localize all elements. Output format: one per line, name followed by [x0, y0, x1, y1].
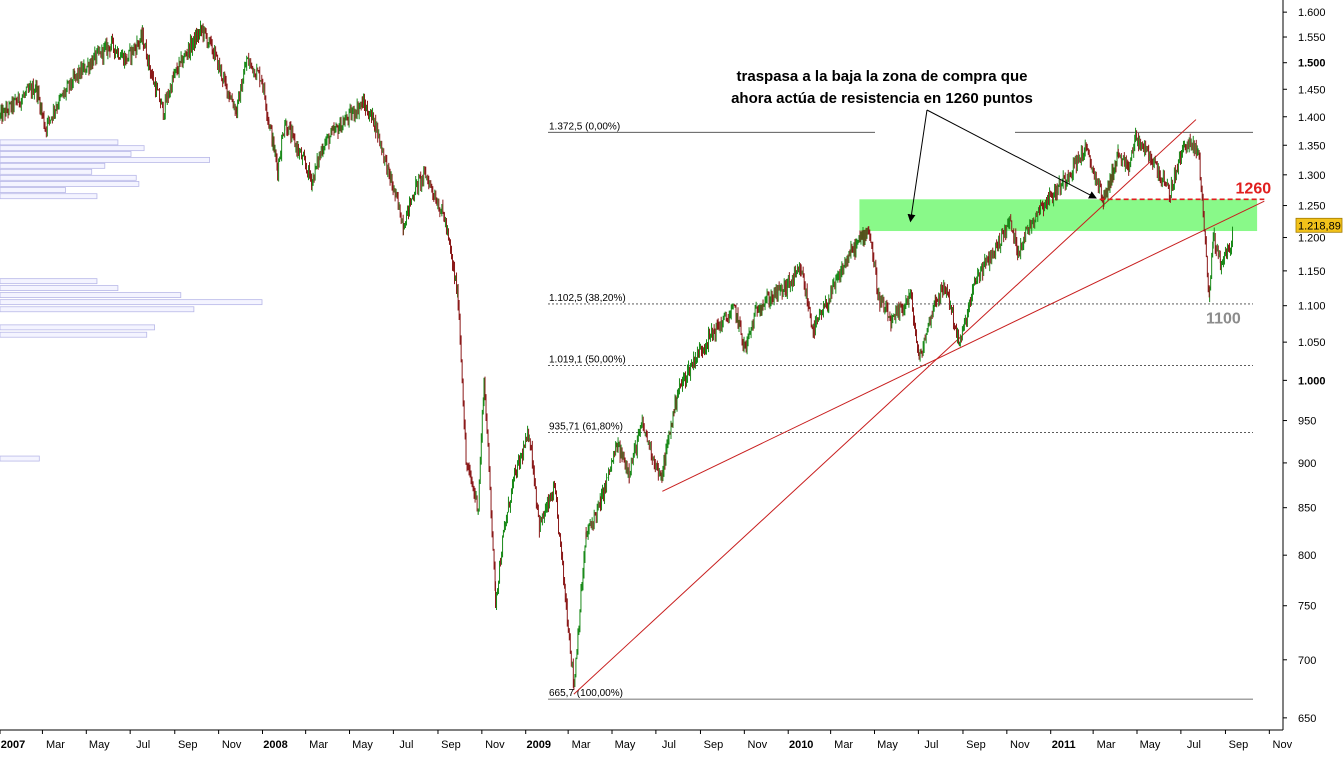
- y-tick-label: 700: [1298, 655, 1316, 667]
- x-tick-label: Sep: [178, 739, 198, 751]
- y-tick-label: 1.400: [1298, 112, 1326, 124]
- resistance-label: 1260: [1236, 180, 1272, 197]
- y-tick-label: 1.350: [1298, 140, 1326, 152]
- y-tick-label: 1.150: [1298, 266, 1326, 278]
- x-tick-label: May: [615, 739, 636, 751]
- x-tick-label: Jul: [662, 739, 676, 751]
- y-tick-label: 800: [1298, 550, 1316, 562]
- x-tick-label: Mar: [1097, 739, 1116, 751]
- y-tick-label: 850: [1298, 503, 1316, 515]
- x-tick-label: 2008: [263, 739, 287, 751]
- resistance-group: 1260 1100: [1099, 180, 1272, 328]
- fib-level-label: 1.102,5 (38,20%): [549, 293, 626, 304]
- volume-profile-bar: [0, 193, 98, 200]
- volume-profile-bar: [0, 285, 119, 291]
- fib-level-label: 935,71 (61,80%): [549, 421, 623, 432]
- x-tick-label: Sep: [704, 739, 724, 751]
- x-tick-label: Mar: [834, 739, 853, 751]
- volume-profile-bar: [0, 278, 98, 285]
- price-up-bars: [0, 20, 1234, 688]
- fib-level-label: 1.019,1 (50,00%): [549, 355, 626, 366]
- x-tick-label: Nov: [222, 739, 242, 751]
- x-tick-label: Jul: [924, 739, 938, 751]
- y-tick-label: 1.050: [1298, 337, 1326, 349]
- fibonacci-levels: 1.372,5 (0,00%) 1.102,5 (38,20%) 1.019,1 (…: [548, 121, 1253, 700]
- volume-profile-bar: [0, 455, 40, 462]
- fib-level-label: 1.372,5 (0,00%): [549, 121, 620, 132]
- volume-profile-bar: [0, 139, 119, 146]
- annotation-line-2: ahora actúa de resistencia en 1260 punto…: [731, 90, 1033, 107]
- y-tick-label: 1.300: [1298, 170, 1326, 182]
- volume-profile-bar: [0, 145, 145, 152]
- trendline: [573, 119, 1197, 695]
- annotation-line-1: traspasa a la baja la zona de compra que: [737, 68, 1028, 85]
- volume-profile-bar: [0, 292, 182, 298]
- y-tick-label: 750: [1298, 601, 1316, 613]
- last-price-label: 1.218,89: [1298, 220, 1341, 232]
- x-tick-label: 2009: [526, 739, 550, 751]
- y-tick-label: 1.200: [1298, 233, 1326, 245]
- volume-profile-bar: [0, 151, 132, 157]
- x-tick-label: Sep: [441, 739, 461, 751]
- volume-profile-bar: [0, 162, 106, 169]
- y-tick-label: 1.500: [1298, 58, 1326, 70]
- volume-profile-bar: [0, 174, 137, 181]
- y-tick-label: 950: [1298, 416, 1316, 428]
- x-tick-label: Mar: [572, 739, 591, 751]
- y-tick-label: 1.550: [1298, 32, 1326, 44]
- x-tick-label: Nov: [1273, 739, 1293, 751]
- x-tick-label: May: [89, 739, 110, 751]
- x-tick-label: Sep: [966, 739, 986, 751]
- x-tick-label: Mar: [309, 739, 328, 751]
- x-tick-label: Jul: [1187, 739, 1201, 751]
- x-tick-label: May: [352, 739, 373, 751]
- volume-profile-bar: [0, 306, 195, 313]
- y-tick-label: 1.250: [1298, 201, 1326, 213]
- volume-profile-bar: [0, 181, 140, 187]
- volume-profile-bar: [0, 299, 263, 306]
- x-tick-label: Nov: [485, 739, 505, 751]
- y-tick-label: 1.600: [1298, 7, 1326, 19]
- volume-profile-bar: [0, 187, 66, 193]
- y-tick-label: 650: [1298, 713, 1316, 725]
- annotation-group: traspasa a la baja la zona de compra que…: [731, 68, 1097, 223]
- y-tick-label: 1.450: [1298, 84, 1326, 96]
- x-tick-label: Nov: [1010, 739, 1030, 751]
- buy-zone-group: [859, 199, 1258, 232]
- y-tick-label: 900: [1298, 458, 1316, 470]
- annotation-arrow: [907, 109, 928, 223]
- annotation-arrow: [926, 109, 1097, 199]
- x-tick-label: May: [877, 739, 898, 751]
- x-tick-label: 2011: [1052, 739, 1076, 751]
- volume-profile: [0, 139, 263, 462]
- x-tick-label: 2010: [789, 739, 813, 751]
- support-label: 1100: [1206, 311, 1241, 328]
- volume-profile-bar: [0, 168, 93, 175]
- x-tick-label: Jul: [399, 739, 413, 751]
- last-price-tag: [1295, 217, 1343, 233]
- trendlines: [573, 119, 1265, 695]
- volume-profile-bar: [0, 324, 155, 331]
- volume-profile-bar: [0, 331, 148, 338]
- trendline: [662, 200, 1265, 492]
- y-tick-label: 1.100: [1298, 301, 1326, 313]
- x-tick-label: Nov: [748, 739, 768, 751]
- x-tick-label: Jul: [136, 739, 150, 751]
- y-tick-label: 1.000: [1298, 375, 1326, 387]
- fib-level-label: 665,7 (100,00%): [549, 688, 623, 699]
- x-tick-label: Sep: [1229, 739, 1249, 751]
- x-tick-label: 2007: [1, 739, 25, 751]
- price-series: [0, 20, 1234, 690]
- x-tick-label: May: [1140, 739, 1161, 751]
- buy-zone: [859, 199, 1258, 232]
- x-tick-label: Mar: [46, 739, 65, 751]
- volume-profile-bar: [0, 156, 211, 163]
